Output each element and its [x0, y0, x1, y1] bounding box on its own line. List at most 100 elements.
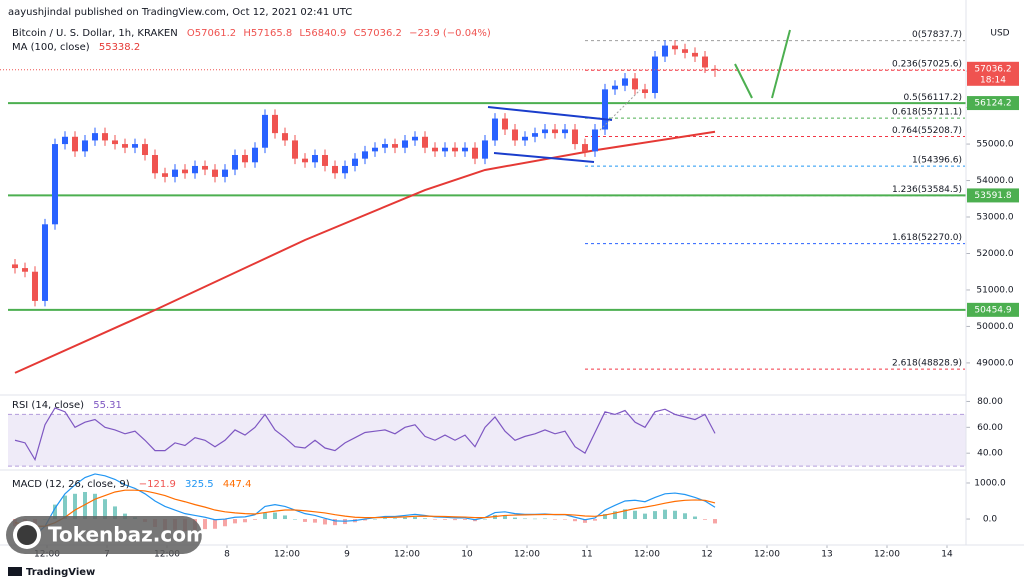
candle-body [262, 114, 268, 148]
x-tick-label: 12 [701, 550, 712, 560]
y-tick-label: 40.00 [977, 449, 1003, 459]
ma-name: MA (100, close) [12, 42, 90, 53]
macd-histogram-bar [713, 519, 717, 524]
macd-histogram-bar [323, 519, 327, 525]
x-tick-label: 12:00 [34, 550, 60, 560]
macd-histogram-bar [303, 519, 307, 522]
candle-body [252, 147, 258, 163]
macd-histogram-bar [63, 495, 67, 520]
candle-body [122, 144, 128, 148]
candle-body [112, 140, 118, 145]
macd-histogram-bar [393, 518, 397, 520]
candle-body [62, 136, 68, 145]
macd-histogram-bar [563, 519, 567, 520]
x-tick-label: 7 [104, 550, 110, 560]
candle-body [412, 136, 418, 141]
candle-body [482, 140, 488, 159]
macd-histogram-bar [573, 519, 577, 522]
macd-value: 325.5 [185, 479, 214, 490]
candle-body [282, 133, 288, 141]
rsi-legend: RSI (14, close) 55.31 [12, 400, 122, 411]
candle-body [492, 118, 498, 141]
level-label: 56124.2 [974, 99, 1011, 109]
rsi-value: 55.31 [93, 400, 122, 411]
candle-body [232, 155, 238, 170]
candle-body [552, 129, 558, 134]
candle-body [32, 271, 38, 301]
level-label: 50454.9 [974, 305, 1011, 315]
candle-body [292, 140, 298, 159]
level-label: 53591.8 [974, 191, 1011, 201]
last-price-tag [967, 61, 1019, 86]
candle-body [42, 224, 48, 301]
y-tick-label: 60.00 [977, 423, 1003, 433]
y-tick-label: 49000.0 [976, 358, 1013, 368]
x-tick-label: 12:00 [154, 550, 180, 560]
macd-histogram-bar [83, 491, 87, 520]
macd-histogram-bar [73, 493, 77, 520]
macd-histogram-bar [413, 517, 417, 520]
trend-line [493, 152, 595, 163]
candle-body [592, 129, 598, 152]
x-tick-label: 13 [821, 550, 832, 560]
candle-body [302, 158, 308, 163]
candle-body [452, 147, 458, 152]
ohlc-value: O57061.2 [187, 28, 236, 39]
x-tick-label: 14 [941, 550, 953, 560]
level-tag [967, 188, 1019, 203]
macd-histogram-bar [253, 519, 257, 520]
ma-legend: MA (100, close) 55338.2 [12, 42, 140, 53]
candle-body [162, 173, 168, 177]
candle-body [12, 264, 18, 269]
candle-body [692, 52, 698, 57]
ohlc-value: L56840.9 [299, 28, 346, 39]
candle-body [342, 165, 348, 174]
candle-body [242, 155, 248, 163]
macd-histogram-bar [383, 518, 387, 520]
macd-histogram-bar [663, 509, 667, 520]
candle-body [22, 268, 28, 272]
rsi-pane [8, 407, 966, 467]
macd-histogram-bar [483, 519, 487, 520]
macd-histogram-bar [373, 519, 377, 520]
macd-histogram-bar [273, 512, 277, 520]
macd-histogram-bar [243, 519, 247, 523]
candle-body [582, 144, 588, 152]
fib-label: 0.618(55711.1) [892, 108, 962, 118]
macd-histogram-bar [333, 519, 337, 526]
macd-histogram-bar [463, 519, 467, 520]
candle-body [672, 45, 678, 50]
candle-body [542, 129, 548, 134]
macd-histogram-bar [263, 512, 267, 520]
footer: TradingView [26, 567, 95, 578]
candle-body [422, 136, 428, 148]
byline: aayushjindal published on TradingView.co… [8, 7, 352, 18]
macd-histogram-bar [693, 516, 697, 520]
candle-body [432, 147, 438, 152]
macd-histogram-bar [643, 513, 647, 520]
macd-histogram-bar [423, 518, 427, 520]
candle-body [172, 169, 178, 177]
candle-body [662, 45, 668, 57]
fib-label: 0(57837.7) [912, 30, 962, 40]
candle-body [82, 140, 88, 152]
macd-histogram-bar [533, 518, 537, 520]
macd-histogram-bar [623, 509, 627, 520]
last-price-label: 57036.2 [974, 64, 1011, 74]
macd-histogram-bar [553, 519, 557, 520]
footer-logo [8, 567, 22, 576]
macd-histogram-bar [403, 517, 407, 520]
candle-body [682, 49, 688, 53]
candle-body [362, 151, 368, 159]
macd-histogram-bar [593, 519, 597, 521]
candle-body [602, 89, 608, 130]
watermark-logo [17, 525, 37, 545]
level-tag [967, 302, 1019, 317]
candle-body [702, 56, 708, 68]
candle-body [392, 144, 398, 148]
candle-body [612, 85, 618, 90]
macd-histogram-bar [703, 519, 707, 520]
candle-body [132, 144, 138, 148]
macd-histogram-bar [113, 506, 117, 520]
